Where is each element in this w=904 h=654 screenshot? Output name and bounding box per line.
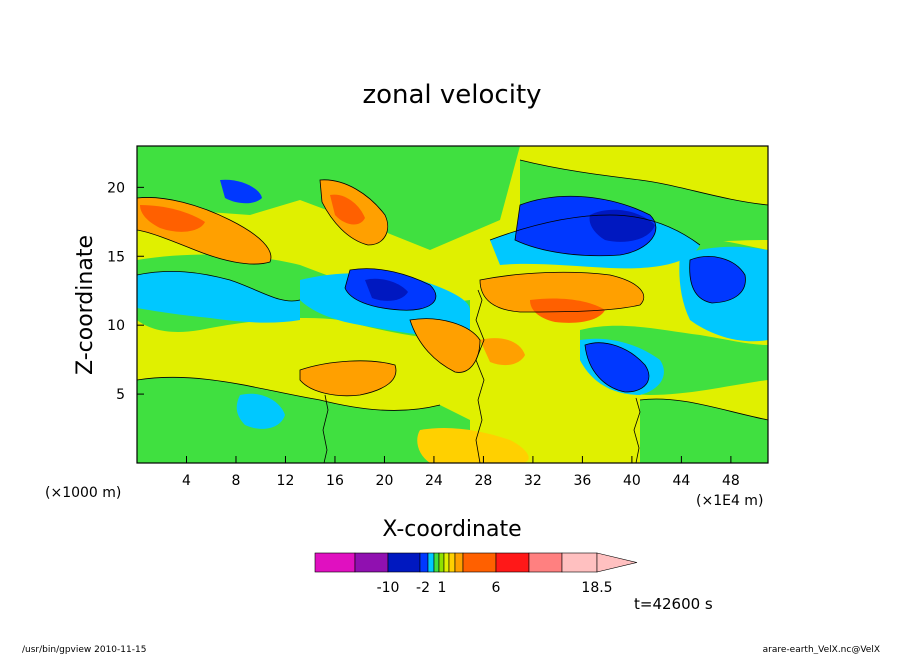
- x-axis: 4 8 12 16 20 24 28 32 36 40 44 48: [182, 456, 740, 489]
- colorbar-swatch: [354, 552, 389, 573]
- x-tick-label: 32: [524, 473, 542, 489]
- colorbar-swatch: [462, 552, 497, 573]
- colorbar-swatch: [433, 552, 440, 573]
- colorbar-tick-label: 1: [438, 580, 447, 596]
- field-region: [300, 360, 396, 396]
- plot-area: [136, 145, 769, 464]
- field-region: [140, 205, 205, 232]
- x-tick-label: 48: [722, 473, 740, 489]
- field-region: [530, 298, 605, 323]
- colorbar-swatch: [438, 552, 445, 573]
- colorbar-swatch: [419, 552, 429, 573]
- field-region: [137, 271, 300, 323]
- x-tick-label: 28: [475, 473, 493, 489]
- x-tick-label: 44: [672, 473, 690, 489]
- field-region: [236, 393, 285, 429]
- time-label: t=42600 s: [634, 595, 713, 613]
- field-region: [417, 428, 529, 463]
- colorbar-arrow: [596, 552, 638, 573]
- field-region: [330, 194, 365, 225]
- colorbar-swatch: [561, 552, 598, 573]
- field-region: [640, 399, 768, 463]
- x-tick-label: 20: [376, 473, 394, 489]
- field-region: [689, 256, 746, 303]
- field-region: [137, 377, 470, 463]
- field-region: [480, 272, 644, 312]
- y-axis-label: Z-coordinate: [73, 235, 98, 375]
- footer-left: /usr/bin/gpview 2010-11-15: [22, 645, 146, 654]
- colorbar-swatch: [528, 552, 563, 573]
- y-tick-label: 10: [107, 318, 125, 334]
- contour-lines: [137, 159, 768, 463]
- plot-frame: [136, 145, 769, 464]
- colorbar-swatch: [495, 552, 530, 573]
- x-unit-label: (×1000 m): [45, 485, 121, 501]
- footer-right: arare-earth_VelX.nc@VelX: [763, 645, 880, 654]
- y-tick-label: 15: [107, 249, 125, 265]
- colorbar: [314, 552, 638, 573]
- colorbar-swatch: [427, 552, 435, 573]
- field-region: [365, 278, 408, 301]
- colorbar-tick-label: 6: [492, 580, 501, 596]
- field-region: [410, 318, 480, 373]
- x-scale-label: (×1E4 m): [696, 493, 763, 509]
- colorbar-swatch: [314, 552, 356, 573]
- x-tick-label: 16: [326, 473, 344, 489]
- field-region: [480, 338, 525, 366]
- colorbar-tick-label: -2: [416, 580, 430, 596]
- y-tick-label: 5: [116, 387, 125, 403]
- x-tick-label: 8: [232, 473, 241, 489]
- x-tick-label: 4: [182, 473, 191, 489]
- x-tick-label: 40: [623, 473, 641, 489]
- x-axis-label: X-coordinate: [382, 517, 521, 542]
- field-region: [220, 179, 262, 204]
- y-tick-label: 20: [107, 180, 125, 196]
- x-tick-label: 36: [573, 473, 591, 489]
- colorbar-ticks: -10 -2 1 6 18.5: [377, 580, 613, 596]
- colorbar-swatch: [454, 552, 464, 573]
- colorbar-swatch: [387, 552, 421, 573]
- x-tick-label: 12: [277, 473, 295, 489]
- colorbar-tick-label: 18.5: [581, 580, 612, 596]
- chart-title: zonal velocity: [362, 80, 541, 110]
- colorbar-tick-label: -10: [377, 580, 400, 596]
- colorbar-swatch: [448, 552, 456, 573]
- colorbar-swatch: [443, 552, 450, 573]
- field-region: [585, 342, 649, 392]
- x-tick-label: 24: [425, 473, 443, 489]
- y-axis: 5 10 15 20: [107, 180, 144, 403]
